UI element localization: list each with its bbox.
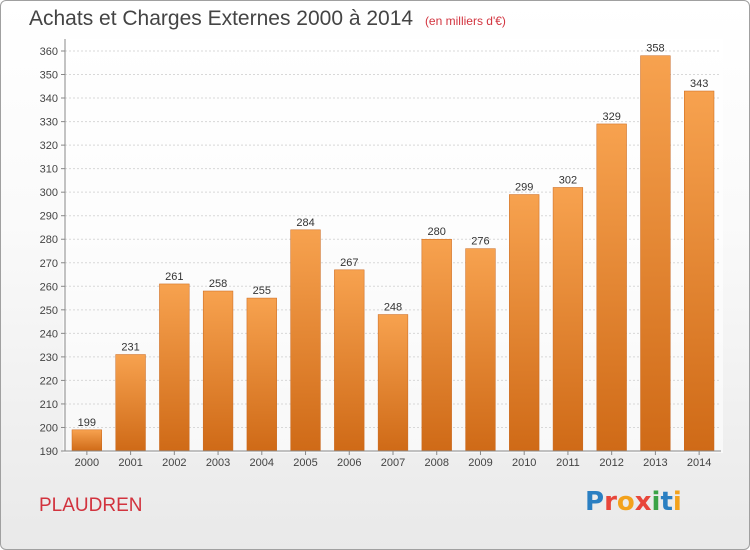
x-tick-label: 2013 [643,457,667,469]
y-tick-label: 250 [40,305,58,317]
chart-subtitle: (en milliers d'€) [424,14,506,28]
logo-letter: r [604,487,617,517]
bar-2001[interactable] [115,354,146,452]
bar-2005[interactable] [290,229,321,452]
data-label: 276 [471,236,489,248]
data-label: 358 [646,43,664,55]
y-tick-label: 340 [40,93,58,105]
y-tick-label: 190 [40,446,58,458]
data-label: 261 [165,271,183,283]
commune-name: PLAUDREN [39,495,143,516]
bar-2002[interactable] [159,283,190,452]
bar-2011[interactable] [552,187,584,452]
x-tick-label: 2002 [162,457,186,469]
x-tick-label: 2003 [206,457,230,469]
logo-letter: i [672,487,682,517]
bar-2008[interactable] [421,238,452,452]
x-tick-label: 2008 [424,457,448,469]
bars [71,55,715,452]
x-tick-label: 2009 [468,457,492,469]
data-label: 267 [340,257,358,269]
y-tick-label: 320 [40,140,58,152]
data-label: 329 [602,111,620,123]
logo-letter: o [616,487,635,517]
y-tick-label: 280 [40,234,58,246]
y-tick-label: 270 [40,258,58,270]
y-tick-label: 260 [40,281,58,293]
x-tick-label: 2006 [337,457,361,469]
data-label: 258 [209,278,227,290]
y-tick-label: 290 [40,211,58,223]
bar-2013[interactable] [640,55,671,452]
chart-title: Achats et Charges Externes 2000 à 2014 (… [29,7,506,31]
y-tick-label: 350 [40,70,58,82]
y-tick-label: 210 [40,399,58,411]
x-tick-label: 2007 [381,457,405,469]
y-tick-label: 330 [40,117,58,129]
data-label: 255 [253,285,271,297]
data-label: 199 [78,417,96,429]
bar-2009[interactable] [465,248,496,452]
x-tick-label: 2000 [75,457,99,469]
y-tick-label: 360 [40,46,58,58]
logo-letter: x [634,487,652,517]
bar-2003[interactable] [202,290,234,452]
data-label: 248 [384,302,402,314]
x-tick-label: 2014 [687,457,711,469]
data-label: 299 [515,182,533,194]
x-axis: 2000 2001 2002 2003 2004 2005 2006 2007 2008 2009… [65,450,721,469]
x-tick-label: 2010 [512,457,536,469]
chart-title-text: Achats et Charges Externes 2000 à 2014 [29,7,414,30]
data-label: 231 [121,342,139,354]
x-tick-label: 2005 [293,457,317,469]
bar-2007[interactable] [377,314,409,452]
data-labels: 199 231 261 258 255 284 267 248 280 276 299 302 329 3… [78,43,709,429]
data-label: 343 [690,78,708,90]
y-tick-label: 310 [40,164,58,176]
y-axis: 190 200 210 220 230 240 250 260 270 280 290 300 310 3… [40,39,66,458]
x-tick-label: 2004 [250,457,274,469]
bar-2004[interactable] [246,297,277,452]
x-tick-label: 2011 [556,457,580,469]
y-tick-label: 300 [40,187,58,199]
logo-letter: t [660,487,673,517]
y-tick-label: 240 [40,328,58,340]
bar-2006[interactable] [334,269,365,452]
bar-2012[interactable] [596,123,627,452]
data-label: 302 [559,174,577,186]
data-label: 280 [428,226,446,238]
logo-letter: P [585,487,605,517]
y-tick-label: 200 [40,422,58,434]
y-tick-label: 220 [40,375,58,387]
y-tick-label: 230 [40,352,58,364]
bar-2010[interactable] [509,194,540,452]
bar-2014[interactable] [684,90,715,452]
proxiti-logo[interactable]: Proxiti [585,487,682,517]
x-tick-label: 2001 [118,457,142,469]
x-tick-label: 2012 [599,457,623,469]
data-label: 284 [296,217,314,229]
bar-2000[interactable] [71,429,102,452]
logo-letter: i [651,487,661,517]
